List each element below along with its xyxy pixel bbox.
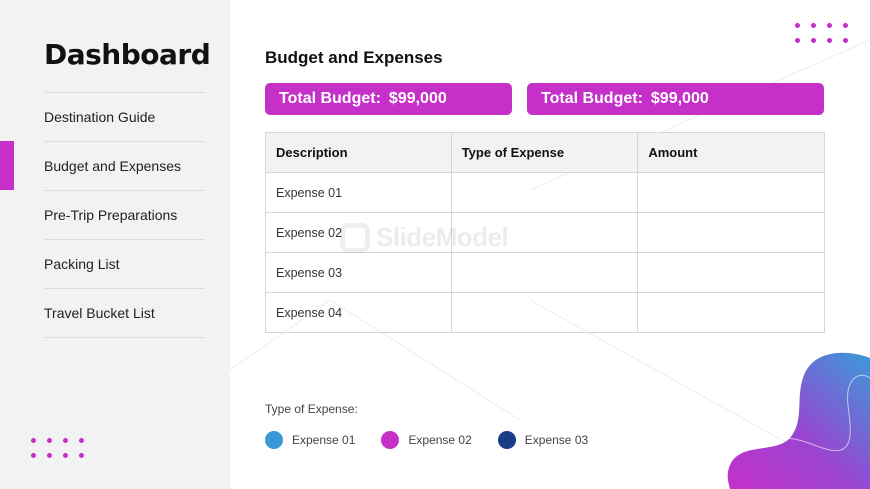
total-budget-badge: Total Budget: $99,000	[265, 83, 512, 115]
table-header-row: Description Type of Expense Amount	[265, 132, 825, 173]
cell-description[interactable]: Expense 03	[265, 252, 452, 293]
column-header-type-of-expense: Type of Expense	[450, 132, 639, 173]
cell-amount[interactable]	[637, 172, 825, 213]
cell-type-of-expense[interactable]	[450, 292, 639, 333]
legend-dot-icon	[265, 431, 283, 449]
sidebar-item-packing-list[interactable]: Packing List	[44, 240, 205, 289]
column-header-description: Description	[265, 132, 452, 173]
cell-description[interactable]: Expense 01	[265, 172, 452, 213]
total-budget-amount: $99,000	[388, 90, 447, 107]
legend-item: Expense 02	[381, 431, 472, 449]
cell-description[interactable]: Expense 04	[265, 292, 452, 333]
legend: Expense 01 Expense 02 Expense 03	[265, 431, 614, 449]
sidebar-item-budget-and-expenses[interactable]: Budget and Expenses	[44, 142, 205, 191]
cell-amount[interactable]	[637, 292, 825, 333]
column-header-amount: Amount	[637, 132, 825, 173]
legend-dot-icon	[497, 431, 516, 449]
sidebar-nav: Destination Guide Budget and Expenses Pr…	[44, 92, 205, 338]
decorative-gradient-blob	[727, 352, 870, 489]
table-row: Expense 04	[265, 292, 825, 333]
table-row: Expense 02	[265, 212, 825, 253]
decorative-dots-right	[795, 23, 848, 43]
active-nav-indicator	[0, 141, 14, 190]
expenses-table: Description Type of Expense Amount Expen…	[265, 132, 825, 333]
table-row: Expense 01	[265, 172, 825, 213]
decorative-dots-left	[31, 438, 84, 458]
sidebar-title: Dashboard	[44, 38, 211, 71]
total-budget-label: Total Budget:	[279, 90, 381, 107]
legend-title: Type of Expense:	[265, 402, 358, 416]
watermark-text: SlideModel	[376, 222, 509, 252]
legend-dot-icon	[381, 431, 400, 449]
cell-type-of-expense[interactable]	[450, 252, 639, 293]
sidebar: Dashboard Destination Guide Budget and E…	[0, 0, 230, 489]
watermark-logo-icon	[340, 222, 370, 253]
total-budget-badge-2: Total Budget: $99,000	[527, 83, 824, 115]
total-budget-amount: $99,000	[650, 90, 709, 107]
legend-label: Expense 01	[292, 433, 356, 447]
sidebar-item-travel-bucket-list[interactable]: Travel Bucket List	[44, 289, 205, 338]
sidebar-item-pre-trip-preparations[interactable]: Pre-Trip Preparations	[44, 191, 205, 240]
legend-item: Expense 03	[497, 431, 589, 449]
page-title: Budget and Expenses	[265, 48, 443, 67]
legend-item: Expense 01	[265, 431, 355, 449]
cell-type-of-expense[interactable]	[450, 212, 639, 253]
cell-type-of-expense[interactable]	[450, 172, 639, 213]
cell-amount[interactable]	[637, 252, 825, 293]
total-budget-label: Total Budget:	[541, 90, 643, 107]
legend-label: Expense 02	[408, 433, 472, 447]
table-row: Expense 03	[265, 252, 825, 293]
legend-label: Expense 03	[524, 433, 589, 447]
cell-amount[interactable]	[637, 212, 825, 253]
watermark: SlideModel	[340, 222, 509, 253]
sidebar-item-destination-guide[interactable]: Destination Guide	[44, 93, 205, 142]
cell-description[interactable]: Expense 02	[265, 212, 452, 253]
